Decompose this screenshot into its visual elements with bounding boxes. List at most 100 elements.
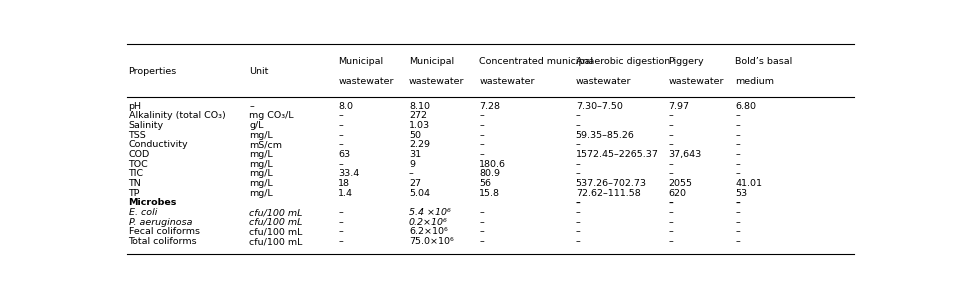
Text: Conductivity: Conductivity bbox=[128, 140, 189, 149]
Text: Fecal coliforms: Fecal coliforms bbox=[128, 227, 199, 236]
Text: 63: 63 bbox=[339, 150, 350, 159]
Text: 537.26–702.73: 537.26–702.73 bbox=[576, 179, 647, 188]
Text: –: – bbox=[479, 121, 484, 130]
Text: 15.8: 15.8 bbox=[479, 189, 501, 198]
Text: –: – bbox=[735, 111, 740, 120]
Text: –: – bbox=[576, 237, 581, 246]
Text: –: – bbox=[735, 121, 740, 130]
Text: –: – bbox=[669, 198, 673, 207]
Text: E. coli: E. coli bbox=[128, 208, 157, 217]
Text: 8.0: 8.0 bbox=[339, 102, 353, 111]
Text: –: – bbox=[576, 218, 581, 227]
Text: 9: 9 bbox=[409, 160, 415, 169]
Text: 1.03: 1.03 bbox=[409, 121, 430, 130]
Text: Unit: Unit bbox=[250, 67, 269, 76]
Text: –: – bbox=[669, 160, 673, 169]
Text: –: – bbox=[339, 237, 344, 246]
Text: 5.4 ×10⁶: 5.4 ×10⁶ bbox=[409, 208, 451, 217]
Text: –: – bbox=[735, 131, 740, 140]
Text: 180.6: 180.6 bbox=[479, 160, 506, 169]
Text: 620: 620 bbox=[669, 189, 686, 198]
Text: –: – bbox=[339, 160, 344, 169]
Text: 56: 56 bbox=[479, 179, 491, 188]
Text: –: – bbox=[669, 111, 673, 120]
Text: cfu/100 mL: cfu/100 mL bbox=[250, 218, 302, 227]
Text: TOC: TOC bbox=[128, 160, 148, 169]
Text: –: – bbox=[339, 218, 344, 227]
Text: –: – bbox=[339, 111, 344, 120]
Text: 7.28: 7.28 bbox=[479, 102, 501, 111]
Text: 6.2×10⁶: 6.2×10⁶ bbox=[409, 227, 448, 236]
Text: Concentrated municipal: Concentrated municipal bbox=[479, 57, 593, 66]
Text: –: – bbox=[479, 150, 484, 159]
Text: 2.29: 2.29 bbox=[409, 140, 430, 149]
Text: wastewater: wastewater bbox=[339, 77, 394, 86]
Text: –: – bbox=[735, 237, 740, 246]
Text: –: – bbox=[669, 208, 673, 217]
Text: –: – bbox=[735, 198, 740, 207]
Text: –: – bbox=[669, 169, 673, 178]
Text: Properties: Properties bbox=[128, 67, 177, 76]
Text: 72.62–111.58: 72.62–111.58 bbox=[576, 189, 640, 198]
Text: –: – bbox=[735, 208, 740, 217]
Text: Total coliforms: Total coliforms bbox=[128, 237, 197, 246]
Text: TN: TN bbox=[128, 179, 142, 188]
Text: –: – bbox=[576, 121, 581, 130]
Text: 272: 272 bbox=[409, 111, 427, 120]
Text: –: – bbox=[479, 227, 484, 236]
Text: 37,643: 37,643 bbox=[669, 150, 701, 159]
Text: –: – bbox=[735, 218, 740, 227]
Text: –: – bbox=[735, 140, 740, 149]
Text: 80.9: 80.9 bbox=[479, 169, 501, 178]
Text: –: – bbox=[576, 227, 581, 236]
Text: mg/L: mg/L bbox=[250, 150, 273, 159]
Text: –: – bbox=[735, 160, 740, 169]
Text: TP: TP bbox=[128, 189, 140, 198]
Text: 33.4: 33.4 bbox=[339, 169, 360, 178]
Text: –: – bbox=[735, 169, 740, 178]
Text: cfu/100 mL: cfu/100 mL bbox=[250, 237, 302, 246]
Text: 8.10: 8.10 bbox=[409, 102, 430, 111]
Text: –: – bbox=[669, 218, 673, 227]
Text: 0.2×10⁶: 0.2×10⁶ bbox=[409, 218, 448, 227]
Text: –: – bbox=[669, 227, 673, 236]
Text: Piggery: Piggery bbox=[669, 57, 704, 66]
Text: –: – bbox=[479, 140, 484, 149]
Text: –: – bbox=[479, 237, 484, 246]
Text: mg CO₃/L: mg CO₃/L bbox=[250, 111, 294, 120]
Text: Municipal: Municipal bbox=[409, 57, 454, 66]
Text: 18: 18 bbox=[339, 179, 350, 188]
Text: mg/L: mg/L bbox=[250, 179, 273, 188]
Text: mg/L: mg/L bbox=[250, 169, 273, 178]
Text: –: – bbox=[479, 218, 484, 227]
Text: mg/L: mg/L bbox=[250, 189, 273, 198]
Text: –: – bbox=[339, 208, 344, 217]
Text: 27: 27 bbox=[409, 179, 421, 188]
Text: 5.04: 5.04 bbox=[409, 189, 430, 198]
Text: mg/L: mg/L bbox=[250, 131, 273, 140]
Text: –: – bbox=[669, 237, 673, 246]
Text: g/L: g/L bbox=[250, 121, 264, 130]
Text: –: – bbox=[669, 131, 673, 140]
Text: cfu/100 mL: cfu/100 mL bbox=[250, 227, 302, 236]
Text: wastewater: wastewater bbox=[576, 77, 632, 86]
Text: wastewater: wastewater bbox=[669, 77, 723, 86]
Text: –: – bbox=[576, 160, 581, 169]
Text: Microbes: Microbes bbox=[128, 198, 177, 207]
Text: COD: COD bbox=[128, 150, 150, 159]
Text: –: – bbox=[576, 198, 581, 207]
Text: Municipal: Municipal bbox=[339, 57, 384, 66]
Text: medium: medium bbox=[735, 77, 774, 86]
Text: Alkalinity (total CO₃): Alkalinity (total CO₃) bbox=[128, 111, 225, 120]
Text: TSS: TSS bbox=[128, 131, 146, 140]
Text: –: – bbox=[669, 121, 673, 130]
Text: 7.97: 7.97 bbox=[669, 102, 689, 111]
Text: wastewater: wastewater bbox=[479, 77, 535, 86]
Text: –: – bbox=[339, 227, 344, 236]
Text: 50: 50 bbox=[409, 131, 421, 140]
Text: 41.01: 41.01 bbox=[735, 179, 762, 188]
Text: –: – bbox=[576, 208, 581, 217]
Text: –: – bbox=[339, 121, 344, 130]
Text: –: – bbox=[339, 131, 344, 140]
Text: mg/L: mg/L bbox=[250, 160, 273, 169]
